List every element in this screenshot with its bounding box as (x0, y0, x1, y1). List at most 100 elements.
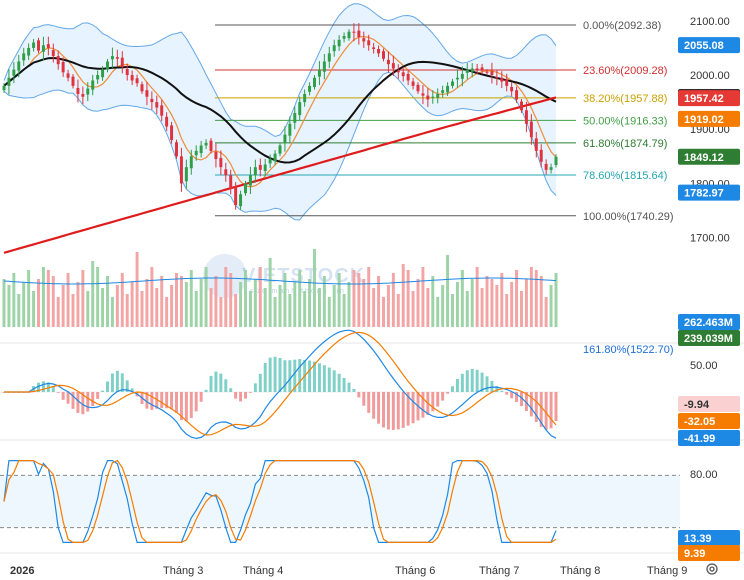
macd-histogram-bar (155, 392, 159, 409)
volume-bar (411, 291, 415, 327)
stochastic-d-line (3, 459, 557, 543)
price-tick-label: 1900.00 (690, 124, 730, 136)
stochastic-tag: 13.39 (684, 533, 712, 545)
volume-bar (101, 288, 105, 327)
stochastic-tag: 9.39 (684, 548, 705, 560)
candle-body (288, 123, 292, 136)
candle-body (431, 96, 435, 98)
price-axis: 2100.002000.001900.001800.001700.0050.00… (690, 16, 730, 481)
candle-body (308, 85, 312, 92)
macd-histogram-bar (194, 392, 198, 412)
candle-body (303, 94, 307, 103)
macd-histogram-bar (229, 388, 233, 392)
candle-body (263, 164, 267, 171)
macd-histogram-bar (91, 392, 95, 406)
price-tag: 1919.02 (684, 114, 724, 126)
candle-body (96, 75, 100, 80)
macd-histogram-bar (244, 392, 247, 399)
candle-body (189, 156, 193, 169)
macd-histogram-bar (204, 389, 208, 392)
fib-label: 50.00%(1916.33) (583, 115, 667, 127)
macd-histogram-bar (234, 392, 238, 399)
volume-bar (214, 276, 218, 327)
volume-bar (41, 267, 45, 327)
volume-bar (189, 270, 193, 327)
volume-bar (283, 273, 287, 327)
volume-tag-bg (678, 330, 740, 346)
candle-body (515, 90, 519, 100)
candle-body (115, 57, 119, 59)
macd-histogram-bar (283, 360, 287, 392)
candle-body (520, 101, 523, 111)
volume-bar (91, 261, 95, 327)
volume-bar (224, 267, 228, 327)
volume-bar (219, 297, 223, 327)
volume-bar (22, 282, 26, 327)
macd-histogram-bar (160, 392, 164, 409)
volume-bar (455, 282, 459, 327)
macd-tag-bg (678, 430, 740, 446)
candle-body (322, 61, 326, 72)
volume-tag: 262.463M (684, 317, 733, 329)
volume-bar (382, 297, 385, 327)
volume-bar (199, 279, 203, 327)
candle-body (91, 80, 95, 90)
candle-body (357, 30, 361, 38)
volume-bar (544, 297, 548, 327)
candle-body (327, 53, 331, 62)
volume-ma-line (3, 277, 557, 285)
volume-bar (110, 297, 114, 327)
volume-bar (96, 267, 100, 327)
candle-body (460, 73, 464, 79)
volume-bar (470, 279, 474, 327)
macd-histogram-bar (214, 371, 218, 392)
candle-body (470, 68, 474, 72)
candle-body (110, 56, 114, 60)
macd-histogram-bar (56, 392, 60, 393)
volume-bar (253, 279, 257, 327)
volume-bar (204, 267, 208, 327)
watermark-tagline: sức mạnh thông tin (250, 288, 346, 295)
candle-body (446, 85, 450, 93)
candle-body (184, 167, 188, 182)
volume-bar (288, 294, 292, 327)
volume-bar (416, 279, 420, 327)
fib-label: 100.00%(1740.29) (583, 211, 674, 223)
volume-bar (362, 279, 366, 327)
volume-bar (32, 291, 36, 327)
candle-body (179, 156, 183, 184)
volume-bar (27, 270, 31, 327)
candle-body (352, 31, 356, 33)
macd-histogram-bar (362, 392, 366, 406)
macd-histogram-bar (441, 392, 445, 401)
macd-histogram-bar (554, 392, 558, 421)
candle-body (451, 81, 454, 86)
macd-histogram-bar (322, 365, 326, 392)
volume-bar (431, 276, 435, 327)
macd-histogram-bar (313, 361, 316, 392)
settings-icon[interactable] (706, 563, 718, 575)
volume-bar (140, 291, 144, 327)
volume-bar (145, 279, 149, 327)
volume-bar (106, 276, 109, 327)
candle-body (337, 39, 341, 47)
macd-histogram-bar (273, 356, 277, 392)
candle-body (120, 57, 124, 67)
volume-bar (327, 297, 331, 327)
volume-bar (273, 297, 277, 327)
candle-body (170, 125, 174, 141)
price-tick-label: 1700.00 (690, 233, 730, 245)
volume-bar (135, 252, 139, 327)
macd-histogram-bar (189, 392, 193, 418)
candle-body (106, 61, 109, 70)
macd-histogram-bar (96, 392, 100, 399)
volume-bar (505, 294, 509, 327)
candle-body (160, 105, 164, 116)
candle-body (372, 47, 376, 50)
volume-bar (258, 267, 262, 327)
macd-histogram-bar (101, 390, 105, 392)
volume-bar (515, 270, 519, 327)
macd-histogram-bar (490, 380, 494, 392)
macd-histogram-bar (446, 392, 450, 394)
volume-bar (244, 270, 247, 327)
